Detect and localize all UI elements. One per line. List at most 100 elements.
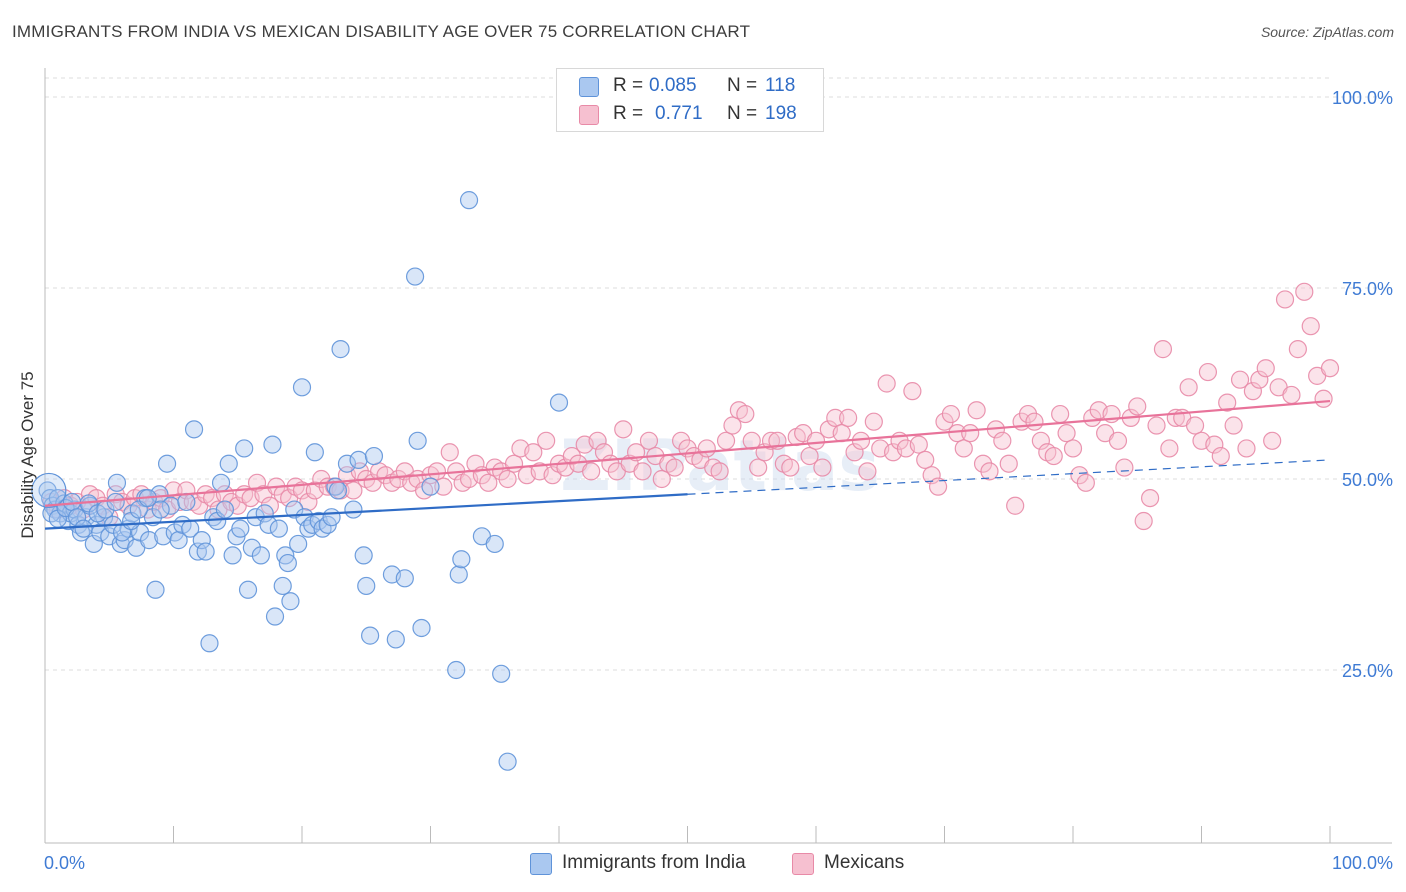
india-n-value: 118 (765, 75, 796, 96)
india-point (84, 534, 103, 554)
mexicans-n-value: 198 (765, 103, 797, 124)
mexicans-point (1070, 466, 1089, 485)
india-point (498, 752, 517, 771)
mexicans-point (1057, 424, 1076, 443)
mexicans-point (1211, 446, 1230, 466)
mexicans-point (781, 458, 800, 477)
mexicans-point (800, 446, 819, 466)
mexicans-point (1063, 439, 1083, 458)
india-point (447, 660, 466, 680)
legend-mexicans-label: Mexicans (824, 852, 905, 873)
india-point (215, 500, 234, 519)
mexicans-point (1134, 511, 1153, 531)
mexicans-point (614, 420, 633, 439)
mexicans-point (697, 439, 716, 458)
india-point (200, 634, 219, 653)
mexicans-point (1230, 370, 1250, 389)
india-point (485, 534, 504, 554)
mexicans-point (928, 477, 948, 496)
mexicans-point (427, 462, 447, 481)
mexicans-point (1263, 431, 1282, 450)
mexicans-point (498, 469, 517, 489)
india-point (292, 378, 312, 397)
mexicans-point (716, 431, 736, 450)
india-point (328, 481, 348, 500)
mexicans-point (466, 454, 485, 473)
india-point (452, 550, 471, 569)
india-point (281, 592, 300, 611)
india-point (305, 443, 324, 462)
india-n-label: N = (727, 75, 758, 96)
india-point (235, 439, 254, 458)
india-point (154, 527, 173, 546)
india-point (146, 580, 165, 599)
mexicans-point (639, 431, 659, 450)
mexicans-point (1031, 431, 1050, 450)
india-point (139, 531, 159, 550)
mexicans-point (1115, 458, 1134, 477)
mexicans-point (1320, 359, 1340, 378)
india-point (62, 492, 82, 512)
india-point (322, 508, 341, 527)
mexicans-point (299, 492, 318, 512)
india-point (354, 546, 373, 565)
stats-legend: R = 0.085 N = 118 R = 0.771 N = 198 (556, 68, 824, 132)
india-point (196, 542, 215, 561)
x-tick-label-max: 100.0% (1332, 853, 1393, 873)
india-point (151, 500, 170, 519)
mexicans-point (1198, 362, 1218, 382)
india-point (143, 508, 163, 527)
india-point (273, 576, 292, 596)
mexicans-point (710, 462, 729, 481)
mexicans-point (479, 473, 498, 492)
mexicans-point (845, 443, 864, 462)
mexicans-point (761, 431, 781, 450)
india-point (449, 565, 468, 584)
india-point (344, 500, 363, 519)
legend-india-swatch (530, 853, 552, 875)
axes (44, 68, 1392, 844)
india-swatch (579, 77, 599, 97)
mexicans-point (1044, 446, 1063, 466)
mexicans-point (344, 481, 363, 500)
mexicans-point (1160, 439, 1179, 458)
india-point (395, 569, 414, 588)
india-point (188, 542, 208, 561)
india-point (408, 431, 427, 450)
mexicans-point (941, 404, 961, 424)
mexicans-point (1224, 416, 1243, 435)
india-point (238, 580, 258, 599)
watermark-text: ZIPatlas (560, 425, 880, 507)
mexicans-point (582, 462, 601, 481)
mexicans-point (736, 404, 755, 424)
india-point (361, 626, 380, 645)
tick-labels: 100.0% 75.0% 50.0% 25.0% 0.0% 100.0% Disabilit… (18, 88, 1393, 873)
mexicans-point (1108, 431, 1128, 450)
mexicans-point (1205, 435, 1224, 454)
mexicans-point (935, 412, 954, 431)
mexicans-point (877, 374, 896, 393)
india-trend-extension (687, 459, 1331, 495)
mexicans-point (434, 477, 453, 496)
india-point (31, 472, 67, 509)
india-r-label: R = (613, 75, 644, 96)
watermark: ZIPatlas (560, 425, 880, 507)
india-point (68, 508, 87, 527)
mexicans-r-value: 0.771 (655, 103, 703, 124)
mexicans-point (1314, 389, 1333, 408)
y-axis-label: Disability Age Over 75 (18, 371, 37, 538)
mexicans-point (1006, 496, 1025, 515)
mexicans-point (839, 408, 858, 427)
mexicans-point (1301, 317, 1320, 336)
mexicans-point (864, 412, 883, 431)
mexicans-point (832, 424, 851, 443)
india-point (278, 553, 297, 573)
mexicans-points (42, 282, 1340, 531)
india-point (331, 340, 350, 359)
india-point (285, 500, 304, 519)
mexicans-point (1179, 378, 1198, 397)
india-point (349, 450, 368, 469)
mexicans-point (1243, 382, 1263, 401)
india-point (251, 546, 270, 565)
